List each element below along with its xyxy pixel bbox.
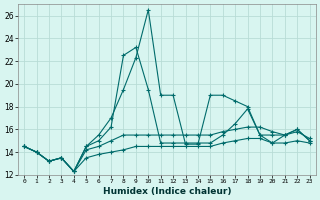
X-axis label: Humidex (Indice chaleur): Humidex (Indice chaleur) [103, 187, 231, 196]
